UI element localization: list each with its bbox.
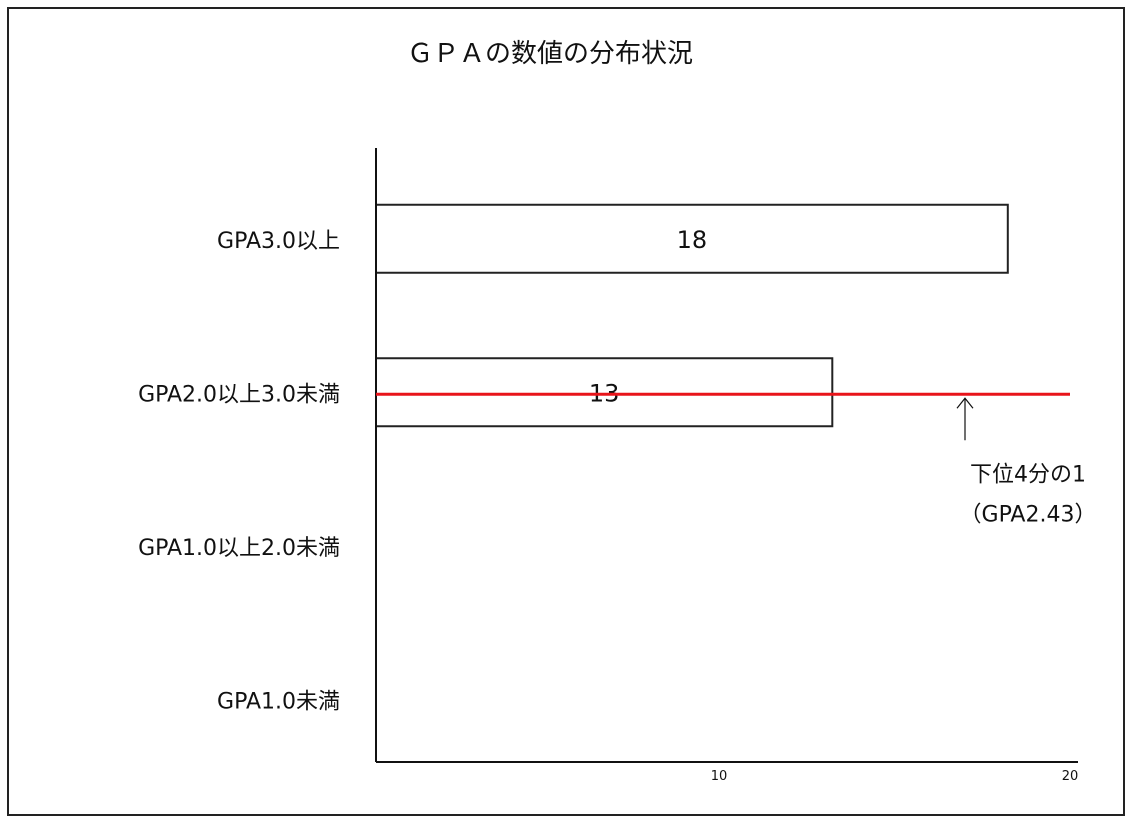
chart-title: ＧＰＡの数値の分布状況 — [407, 39, 693, 69]
category-label: GPA3.0以上 — [217, 229, 340, 254]
bar — [375, 357, 834, 428]
annotation-text: 下位4分の1 — [970, 462, 1086, 487]
category-label: GPA1.0以上2.0未満 — [138, 536, 340, 561]
category-label: GPA1.0未満 — [217, 689, 340, 714]
x-tick-label: 20 — [1062, 769, 1079, 784]
bar — [375, 203, 1009, 274]
annotation-text: （GPA2.43） — [960, 502, 1097, 527]
x-tick-label: 10 — [711, 769, 728, 784]
annotation-arrowhead — [956, 397, 974, 409]
category-label: GPA2.0以上3.0未満 — [138, 382, 340, 407]
data-label: 18 — [677, 226, 708, 254]
